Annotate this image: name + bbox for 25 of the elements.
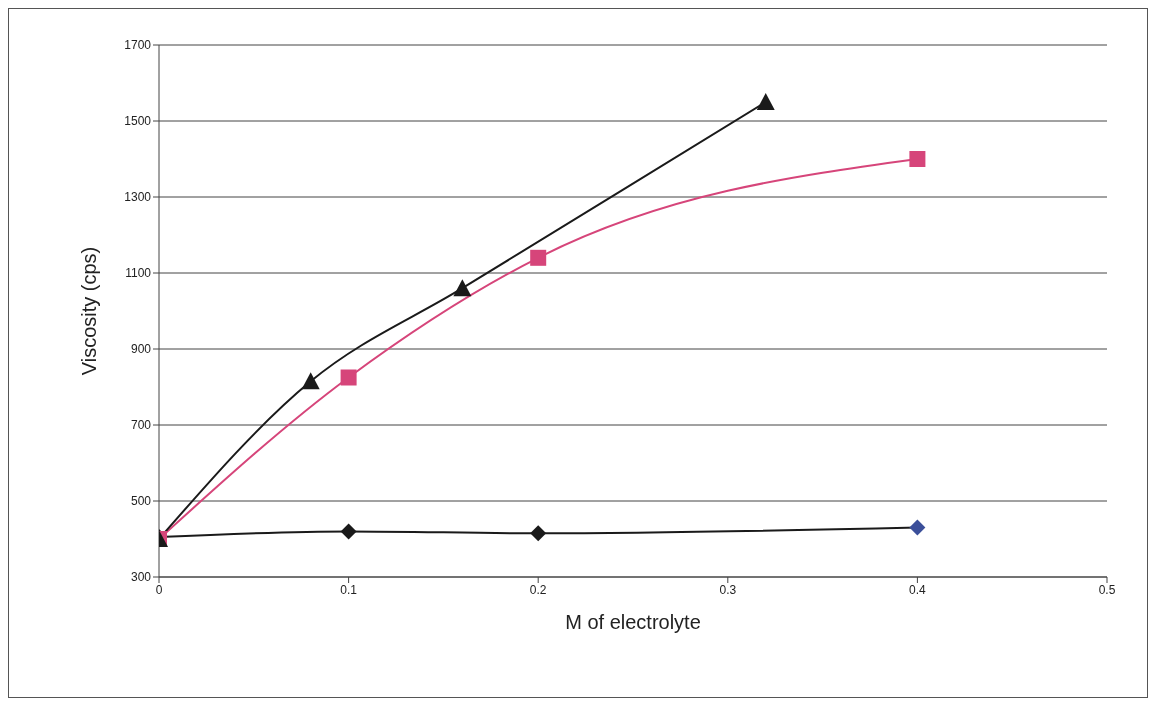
x-tick-label: 0.1 bbox=[340, 582, 358, 597]
x-tick-label: 0 bbox=[155, 582, 163, 597]
y-tick-label: 1500 bbox=[124, 114, 152, 129]
y-tick-label: 1100 bbox=[125, 266, 152, 281]
y-tick-label: 700 bbox=[130, 418, 152, 433]
x-tick-label: 0.4 bbox=[909, 582, 927, 597]
y-tick-label: 1300 bbox=[124, 190, 152, 205]
point bbox=[909, 519, 926, 536]
y-tick-label: 1700 bbox=[124, 38, 152, 53]
y-tick-label: 300 bbox=[130, 570, 152, 585]
y-axis-title: Viscosity (cps) bbox=[78, 246, 101, 376]
point bbox=[530, 525, 547, 542]
point bbox=[530, 249, 547, 266]
point bbox=[453, 279, 472, 297]
x-tick-label: 0.5 bbox=[1098, 582, 1116, 597]
x-axis-title: M of electrolyte bbox=[565, 611, 701, 633]
point bbox=[909, 151, 926, 167]
x-tick-label: 0.2 bbox=[529, 582, 547, 597]
point bbox=[340, 523, 357, 540]
point bbox=[301, 372, 320, 390]
x-tick-label: 0.3 bbox=[719, 582, 737, 597]
point bbox=[340, 369, 357, 386]
y-tick-label: 900 bbox=[130, 342, 152, 357]
point bbox=[756, 93, 775, 110]
y-tick-label: 500 bbox=[130, 494, 152, 509]
